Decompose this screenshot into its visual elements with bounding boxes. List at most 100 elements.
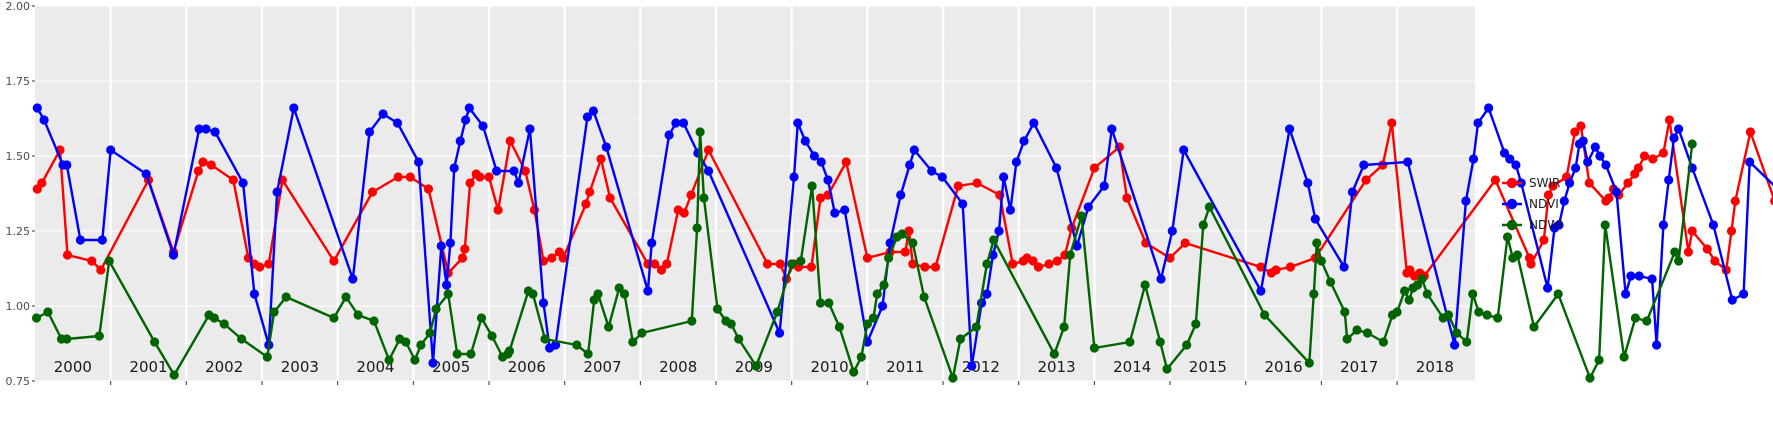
data-point <box>1630 313 1640 323</box>
data-point <box>341 292 351 302</box>
data-point <box>927 166 937 176</box>
data-point <box>809 151 820 161</box>
data-point <box>1499 148 1510 158</box>
data-point <box>558 253 568 263</box>
data-point <box>193 166 203 176</box>
data-point <box>289 103 299 113</box>
data-point <box>994 226 1004 236</box>
data-point <box>1553 289 1563 299</box>
data-point <box>540 334 550 344</box>
data-point <box>1623 178 1633 188</box>
data-point <box>1543 190 1553 200</box>
data-point <box>1642 316 1652 326</box>
data-point <box>872 289 882 299</box>
data-point <box>1422 289 1432 299</box>
data-point <box>999 172 1009 182</box>
data-point <box>106 145 116 155</box>
data-point <box>1417 274 1427 284</box>
data-point <box>249 289 259 299</box>
data-point <box>547 253 557 263</box>
data-point <box>392 118 403 128</box>
data-point <box>772 307 782 317</box>
data-point <box>509 166 519 176</box>
legend-label: NDVI <box>1529 197 1559 211</box>
data-point <box>401 337 411 347</box>
year-label: 2018 <box>1416 358 1454 376</box>
data-point <box>1028 256 1038 266</box>
data-point <box>513 178 524 188</box>
year-label: 2004 <box>356 358 394 376</box>
data-point <box>405 172 415 182</box>
data-point <box>96 265 106 275</box>
data-point <box>692 223 702 233</box>
data-point <box>1260 310 1270 320</box>
data-point <box>219 319 229 329</box>
legend-label: SWIR <box>1529 176 1560 190</box>
data-point <box>1578 136 1588 146</box>
data-point <box>1316 256 1326 266</box>
data-point <box>1674 256 1684 266</box>
data-point <box>948 373 958 383</box>
data-point <box>937 172 947 182</box>
data-point <box>1303 178 1313 188</box>
y-tick-label: 0.75 <box>6 375 31 388</box>
data-point <box>1559 196 1569 206</box>
data-point <box>329 313 339 323</box>
data-point <box>1461 196 1471 206</box>
year-label: 2008 <box>659 358 697 376</box>
legend-key-point <box>1506 219 1518 231</box>
data-point <box>775 328 785 338</box>
data-point <box>1051 163 1062 173</box>
data-point <box>1554 220 1564 230</box>
data-point <box>1005 205 1016 215</box>
data-point <box>1474 307 1484 317</box>
data-point <box>428 358 438 368</box>
data-point <box>1256 262 1266 272</box>
year-label: 2016 <box>1264 358 1302 376</box>
data-point <box>862 319 873 329</box>
data-point <box>815 298 826 308</box>
data-point <box>1122 193 1132 203</box>
data-point <box>1309 289 1319 299</box>
data-point <box>1664 115 1675 125</box>
data-point <box>1633 163 1643 173</box>
data-point <box>1590 142 1600 152</box>
legend-key-point <box>1506 177 1518 189</box>
data-point <box>1312 238 1322 248</box>
data-point <box>460 244 470 254</box>
data-point <box>31 313 42 323</box>
data-point <box>1512 250 1522 260</box>
data-point <box>762 259 773 269</box>
data-point <box>1571 163 1581 173</box>
series-ndvi <box>32 103 1773 371</box>
year-label: 2010 <box>810 358 848 376</box>
data-point <box>751 361 761 371</box>
data-point <box>393 172 403 182</box>
data-point <box>686 190 696 200</box>
data-point <box>908 259 918 269</box>
data-point <box>194 124 204 134</box>
data-point <box>442 280 452 290</box>
data-point <box>1670 247 1680 257</box>
data-point <box>1191 319 1201 329</box>
data-point <box>1167 226 1177 236</box>
data-point <box>1611 187 1622 197</box>
data-point <box>492 166 502 176</box>
data-point <box>1710 256 1720 266</box>
year-label: 2011 <box>886 358 924 376</box>
data-point <box>150 337 160 347</box>
data-point <box>953 181 963 191</box>
data-point <box>1310 214 1320 224</box>
data-point <box>1155 337 1165 347</box>
data-point <box>94 331 104 341</box>
data-point <box>461 115 471 125</box>
data-point <box>1473 118 1483 128</box>
data-point <box>593 289 603 299</box>
data-point <box>1708 220 1718 230</box>
data-point <box>1011 157 1022 167</box>
data-point <box>87 256 97 266</box>
data-point <box>466 349 476 359</box>
data-point <box>1107 124 1117 134</box>
data-point <box>619 289 630 299</box>
year-label: 2002 <box>205 358 243 376</box>
